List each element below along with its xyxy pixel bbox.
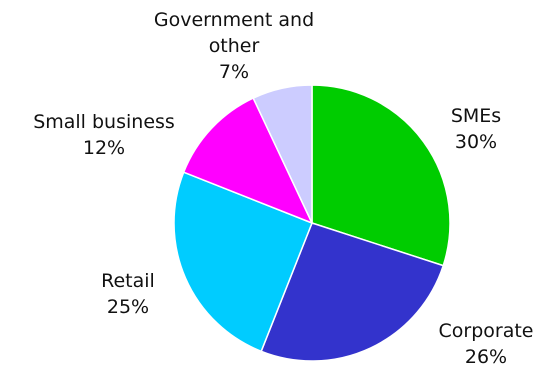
pie-slices: [173, 84, 451, 362]
slice-value-small-business: 12%: [83, 137, 125, 159]
pie-slice-corporate: [260, 222, 445, 362]
pie-slice-smes: [311, 84, 451, 267]
slice-label-small-business: Small business: [33, 111, 175, 133]
slice-label-retail: Retail: [101, 270, 155, 292]
slice-label-smes: SMEs: [451, 105, 501, 127]
slice-label-government-line1: Government and: [154, 9, 314, 31]
pie-slice-small-business: [182, 97, 314, 225]
pie-slice-government-and-other: [252, 84, 313, 224]
slice-value-smes: 30%: [455, 131, 497, 153]
slice-label-corporate: Corporate: [439, 320, 534, 342]
pie-slice-retail: [173, 171, 313, 353]
slice-value-retail: 25%: [107, 296, 149, 318]
slice-label-government-line2: other: [209, 35, 260, 57]
slice-value-corporate: 26%: [465, 346, 507, 368]
slice-value-government: 7%: [219, 61, 249, 83]
